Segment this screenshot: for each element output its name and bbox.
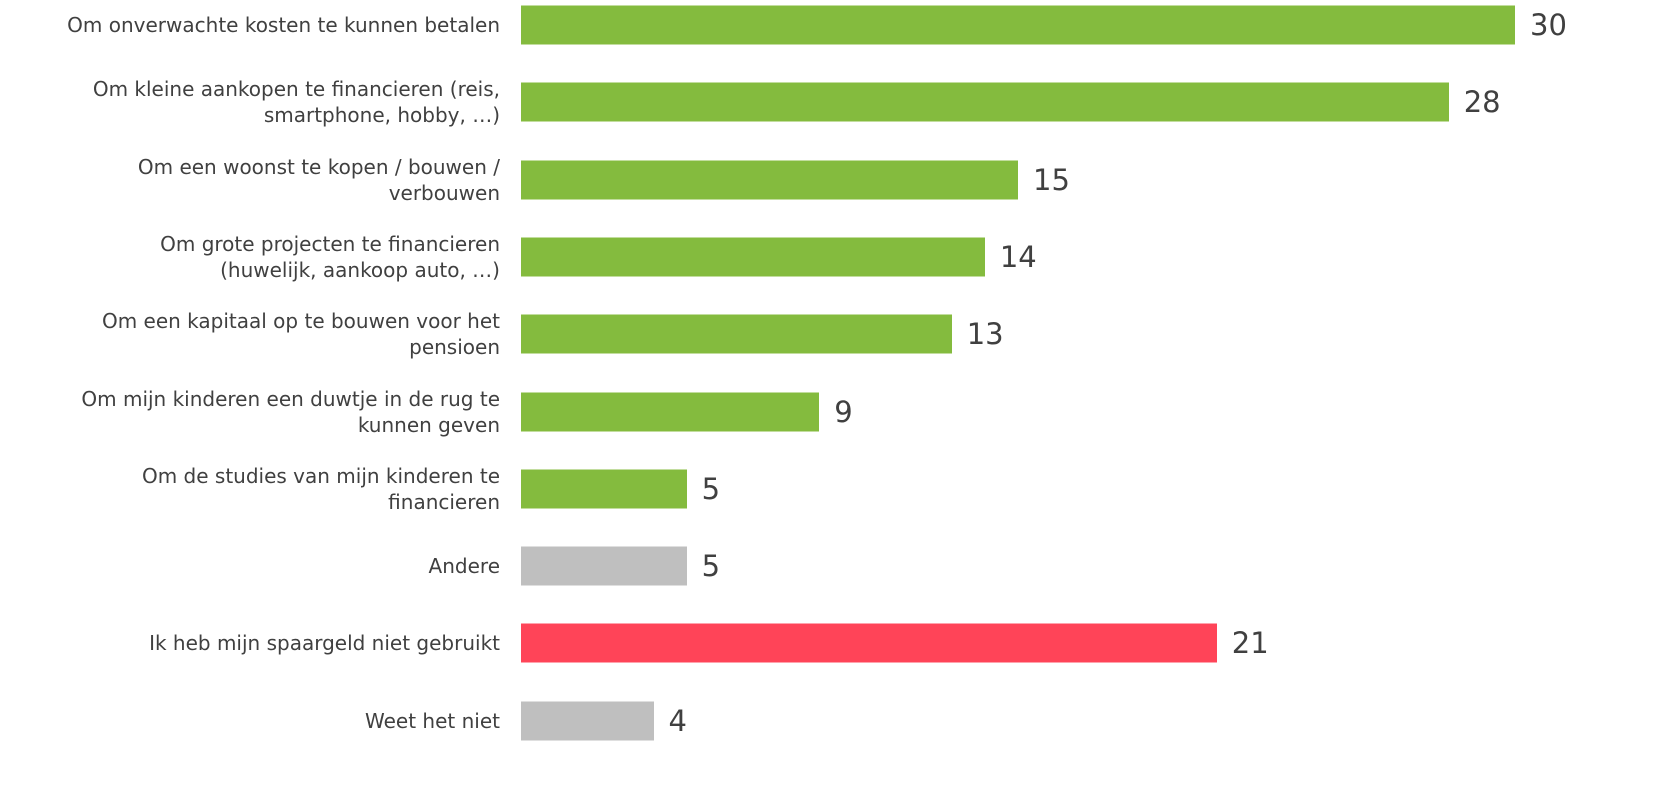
value-label: 5 [701, 471, 721, 506]
bar [521, 392, 820, 431]
bar [521, 314, 952, 354]
category-label: Om een kapitaal op te bouwen voor het pe… [101, 309, 500, 360]
bar [521, 82, 1449, 122]
bar [521, 5, 1515, 45]
bar [521, 623, 1217, 663]
category-label: Andere [428, 554, 500, 579]
bar [521, 237, 985, 277]
category-label: Weet het niet [365, 708, 500, 733]
value-label: 30 [1530, 8, 1567, 42]
category-label: Om grote projecten te financieren (huwel… [160, 231, 500, 282]
bar [521, 546, 687, 586]
bar [521, 160, 1018, 200]
category-label: Om mijn kinderen een duwtje in de rug te… [81, 386, 500, 437]
category-label: Om een woonst te kopen / bouwen / verbou… [137, 154, 500, 205]
bar [521, 701, 654, 741]
category-label: Om onverwachte kosten te kunnen betalen [67, 13, 500, 37]
category-label: Om de studies van mijn kinderen te finan… [141, 463, 500, 514]
value-label: 5 [701, 549, 721, 584]
bar [521, 469, 687, 509]
value-label: 4 [668, 703, 687, 738]
category-label: Om kleine aankopen te financieren (reis,… [92, 77, 500, 128]
category-label: Ik heb mijn spaargeld niet gebruikt [149, 631, 500, 656]
value-label: 9 [834, 394, 853, 429]
value-label: 13 [966, 317, 1004, 352]
value-label: 15 [1033, 162, 1070, 197]
value-label: 28 [1463, 85, 1501, 120]
value-label: 21 [1231, 626, 1269, 661]
value-label: 14 [999, 239, 1037, 274]
